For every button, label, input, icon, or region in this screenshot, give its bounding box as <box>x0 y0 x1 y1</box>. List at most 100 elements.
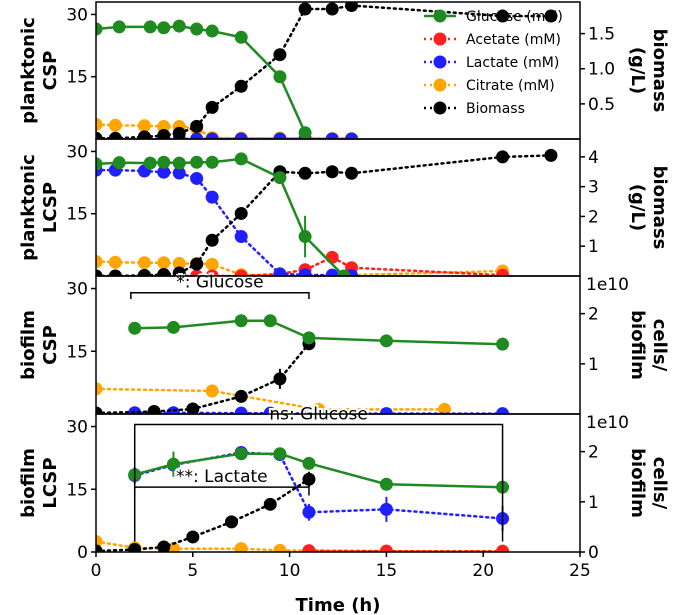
data-point-glucose <box>96 157 103 171</box>
data-point-biomass <box>190 257 204 271</box>
series-line-glucose <box>96 24 307 135</box>
y-tick-label: 30 <box>66 142 88 162</box>
series-line-biomass <box>96 477 311 552</box>
legend-label: Lactate (mM) <box>466 55 559 71</box>
y2-tick-label: 0.5 <box>588 95 615 115</box>
data-point-lactate <box>166 406 180 414</box>
data-point-biomass <box>172 266 186 276</box>
legend-label: Biomass <box>466 101 525 117</box>
data-point-lactate <box>298 268 312 276</box>
panel-right-label-line1: cells/ <box>649 457 670 510</box>
data-point-glucose <box>298 230 312 244</box>
data-point-biomass <box>137 268 151 276</box>
data-point-lactate <box>263 406 277 414</box>
data-point-biomass <box>345 2 359 13</box>
data-point-glucose <box>302 331 316 345</box>
legend-label: Acetate (mM) <box>466 32 561 48</box>
series-line-lactate <box>96 168 353 276</box>
legend-marker <box>433 78 447 92</box>
y-tick-label: 15 <box>66 342 88 362</box>
data-point-citrate <box>96 117 103 131</box>
x-tick-label: 25 <box>569 561 591 581</box>
y-tick-label: 15 <box>66 205 88 225</box>
data-point-biomass <box>325 2 339 16</box>
data-point-glucose <box>128 321 142 335</box>
x-tick-label: 20 <box>472 561 494 581</box>
data-point-glucose <box>166 457 180 471</box>
panel-data <box>96 445 510 552</box>
panel-right-label-line2: (g/L) <box>627 47 648 94</box>
data-point-biomass <box>234 206 248 220</box>
panel-left-label: planktonicLCSP <box>18 154 61 261</box>
data-point-citrate <box>96 382 103 396</box>
data-point-biomass <box>147 404 161 414</box>
legend: Glucose (mM) Acetate (mM) Lactate (mM) Citr… <box>424 9 563 117</box>
data-point-glucose <box>263 314 277 328</box>
data-point-biomass <box>544 148 558 162</box>
data-point-biomass <box>186 402 200 414</box>
data-point-biomass <box>137 130 151 139</box>
data-point-glucose <box>273 171 287 185</box>
data-point-citrate <box>234 542 248 552</box>
x-tick-label: 15 <box>376 561 398 581</box>
data-point-citrate <box>108 118 122 132</box>
panel-p1: 15 30 0.5 1.0 1.5 <box>66 1 615 140</box>
legend-label: Citrate (mM) <box>466 78 555 94</box>
legend-marker <box>433 101 447 115</box>
data-point-acetate <box>234 269 248 276</box>
panel-left-label-line1: biofilm <box>18 310 39 380</box>
data-point-citrate <box>437 402 451 414</box>
panel-frame <box>95 413 581 553</box>
data-point-lactate <box>302 505 316 519</box>
data-point-biomass <box>263 497 277 511</box>
data-point-glucose <box>302 456 316 470</box>
data-point-lactate <box>205 190 219 204</box>
y2-tick-label: 1 <box>588 355 599 375</box>
data-point-biomass <box>157 268 171 276</box>
legend-marker <box>433 32 447 46</box>
y2-tick-label: 2 <box>588 207 599 227</box>
data-point-citrate <box>157 120 171 134</box>
significance-label: *: Glucose <box>176 273 263 293</box>
y-tick-label: 30 <box>66 418 88 438</box>
data-point-glucose <box>298 126 312 139</box>
data-point-biomass <box>225 515 239 529</box>
data-point-glucose <box>190 22 204 36</box>
panel-p3: *: Glucose 15 30 1 2 1e10 <box>66 271 629 415</box>
data-point-biomass <box>234 79 248 93</box>
series-line-biomass <box>96 342 311 414</box>
panel-right-label-line1: biomass <box>649 166 670 250</box>
data-point-glucose <box>157 21 171 35</box>
y2-tick-label: 4 <box>588 148 599 168</box>
data-point-glucose <box>143 156 157 170</box>
data-point-lactate <box>379 407 393 414</box>
data-point-lactate <box>234 230 248 244</box>
data-point-glucose <box>166 320 180 334</box>
y2-tick-label: 3 <box>588 178 599 198</box>
data-point-lactate <box>157 165 171 179</box>
panel-left-label-line1: planktonic <box>18 17 39 124</box>
data-point-citrate <box>273 543 287 552</box>
data-point-biomass <box>190 119 204 133</box>
data-point-biomass <box>96 544 103 552</box>
panel-right-label: biomass(g/L) <box>627 29 670 113</box>
data-point-lactate <box>325 268 339 276</box>
y2-tick-label: 2 <box>588 443 599 463</box>
data-point-lactate <box>205 132 219 139</box>
panel-left-label-line1: biofilm <box>18 448 39 518</box>
panel-left-label: biofilmCSP <box>18 310 61 380</box>
data-point-lactate <box>234 406 248 414</box>
x-tick-label: 0 <box>91 561 102 581</box>
data-point-glucose <box>337 269 351 276</box>
significance-label: **: Lactate <box>176 467 268 487</box>
y2-tick-label: 0 <box>588 543 599 563</box>
panel-left-label-line2: CSP <box>40 51 61 91</box>
data-point-citrate <box>172 257 186 271</box>
panel-left-label-line1: planktonic <box>18 154 39 261</box>
data-point-biomass <box>205 233 219 247</box>
data-point-glucose <box>234 314 248 328</box>
data-point-lactate <box>190 132 204 139</box>
data-point-glucose <box>234 447 248 461</box>
data-point-biomass <box>172 126 186 139</box>
